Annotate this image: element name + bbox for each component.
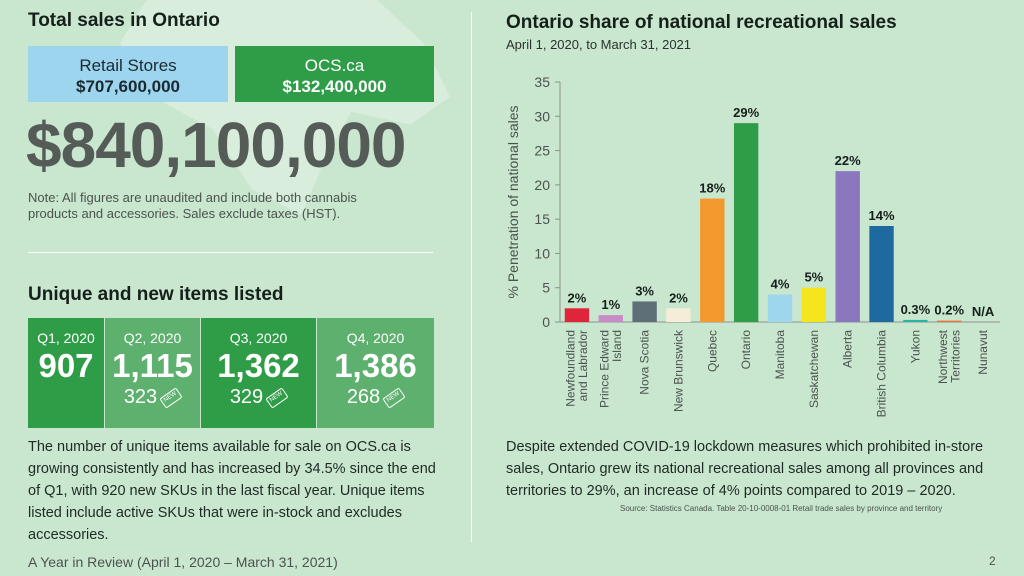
chart-title: Ontario share of national recreational s…	[506, 12, 897, 33]
y-tick-label: 35	[534, 74, 550, 90]
category-label: Yukon	[908, 330, 922, 363]
data-label: 22%	[835, 153, 861, 168]
quarter-new-items: 329	[229, 386, 264, 408]
bar-alberta	[835, 171, 860, 322]
bar-new-brunswick	[666, 308, 691, 322]
category-label: NorthwestTerritories	[936, 329, 963, 384]
page-number: 2	[989, 554, 996, 568]
ocs-value: $132,400,000	[282, 77, 387, 96]
bar-nova-scotia	[632, 301, 657, 322]
data-label: 4%	[771, 277, 790, 292]
y-tick-label: 20	[534, 177, 550, 193]
quarter-items: 1,115	[112, 347, 193, 384]
quarter-items: 1,362	[217, 347, 300, 384]
chart-subtitle: April 1, 2020, to March 31, 2021	[506, 37, 692, 52]
ocs-label: OCS.ca	[304, 56, 365, 75]
category-label: Nunavut	[976, 329, 990, 374]
sales-share-bar-chart: % Penetration of national sales 0 5 10 15 20 2…	[505, 74, 1000, 418]
quarter-new-items: 268	[346, 386, 381, 408]
bar-yukon	[903, 319, 928, 322]
bar-ontario	[733, 123, 759, 322]
ocs-box: OCS.ca $132,400,000	[235, 46, 434, 102]
bar-prince-edward-island	[598, 315, 623, 322]
quarter-cell-q1: Q1, 2020 907	[28, 318, 104, 428]
category-label: Manitoba	[773, 330, 787, 380]
data-label: 1%	[601, 297, 620, 312]
data-label: 14%	[869, 208, 895, 223]
column-divider	[471, 12, 472, 542]
data-label: 2%	[568, 290, 587, 305]
sales-note: Note: All figures are unaudited and incl…	[28, 190, 357, 221]
y-tick-label: 30	[534, 108, 550, 124]
category-label: Saskatchewan	[807, 330, 821, 408]
y-axis-label: % Penetration of national sales	[505, 105, 521, 298]
y-tick-label: 25	[534, 143, 550, 159]
quarter-label: Q1, 2020	[37, 330, 95, 346]
new-tag-icon: NEW	[159, 387, 183, 409]
section-divider	[28, 252, 433, 253]
category-label: Ontario	[739, 330, 753, 370]
category-label: Prince EdwardIsland	[598, 330, 625, 408]
bar-manitoba	[767, 294, 793, 322]
quarter-cell-q2: Q2, 2020 1,115 323 NEW	[105, 318, 200, 428]
quarter-cell-q4: Q4, 2020 1,386 268 NEW	[317, 318, 434, 428]
chart-paragraph: Despite extended COVID-19 lockdown measu…	[506, 439, 984, 499]
data-label: 0.2%	[934, 303, 964, 318]
retail-stores-box: Retail Stores $707,600,000	[28, 46, 228, 102]
category-label: British Columbia	[875, 330, 889, 418]
y-tick-label: 10	[534, 245, 550, 261]
bar-newfoundland-and-labrador	[564, 308, 590, 322]
category-label: Quebec	[705, 330, 719, 372]
data-label: 18%	[699, 181, 725, 196]
data-label: 3%	[635, 283, 654, 298]
quarter-label: Q3, 2020	[229, 330, 288, 346]
y-tick-label: 15	[534, 211, 550, 227]
category-label: New Brunswick	[671, 329, 685, 412]
bar-quebec	[700, 198, 725, 322]
items-title: Unique and new items listed	[28, 284, 284, 305]
y-tick-label: 0	[542, 314, 550, 330]
bar-northwest-territories	[937, 320, 962, 322]
bar-british-columbia	[869, 226, 894, 322]
quarter-label: Q2, 2020	[123, 330, 182, 346]
total-sales-value: $840,100,000	[26, 109, 406, 181]
quarter-items: 1,386	[334, 347, 417, 384]
data-label: 5%	[804, 270, 823, 285]
chart-source: Source: Statistics Canada. Table 20-10-0…	[620, 504, 943, 513]
y-tick-label: 5	[542, 280, 550, 296]
category-label: Newfoundlandand Labrador	[564, 330, 591, 407]
sales-title: Total sales in Ontario	[28, 10, 220, 31]
quarter-items: 907	[38, 347, 94, 384]
data-label: N/A	[972, 304, 995, 319]
category-label: Nova Scotia	[638, 330, 652, 395]
quarter-label: Q4, 2020	[346, 330, 405, 346]
items-paragraph: The number of unique items available for…	[28, 439, 436, 543]
quarter-cell-q3: Q3, 2020 1,362 329 NEW	[201, 318, 316, 428]
bar-saskatchewan	[801, 287, 827, 322]
new-tag-icon: NEW	[265, 387, 289, 409]
quarter-new-items: 323	[123, 386, 158, 408]
retail-label: Retail Stores	[79, 56, 177, 75]
footer-text: A Year in Review (April 1, 2020 – March …	[28, 554, 338, 570]
data-label: 29%	[733, 105, 759, 120]
category-label: Alberta	[841, 330, 855, 368]
retail-value: $707,600,000	[76, 77, 180, 96]
new-tag-icon: NEW	[382, 387, 406, 409]
data-label: 2%	[669, 290, 688, 305]
data-label: 0.3%	[901, 302, 931, 317]
